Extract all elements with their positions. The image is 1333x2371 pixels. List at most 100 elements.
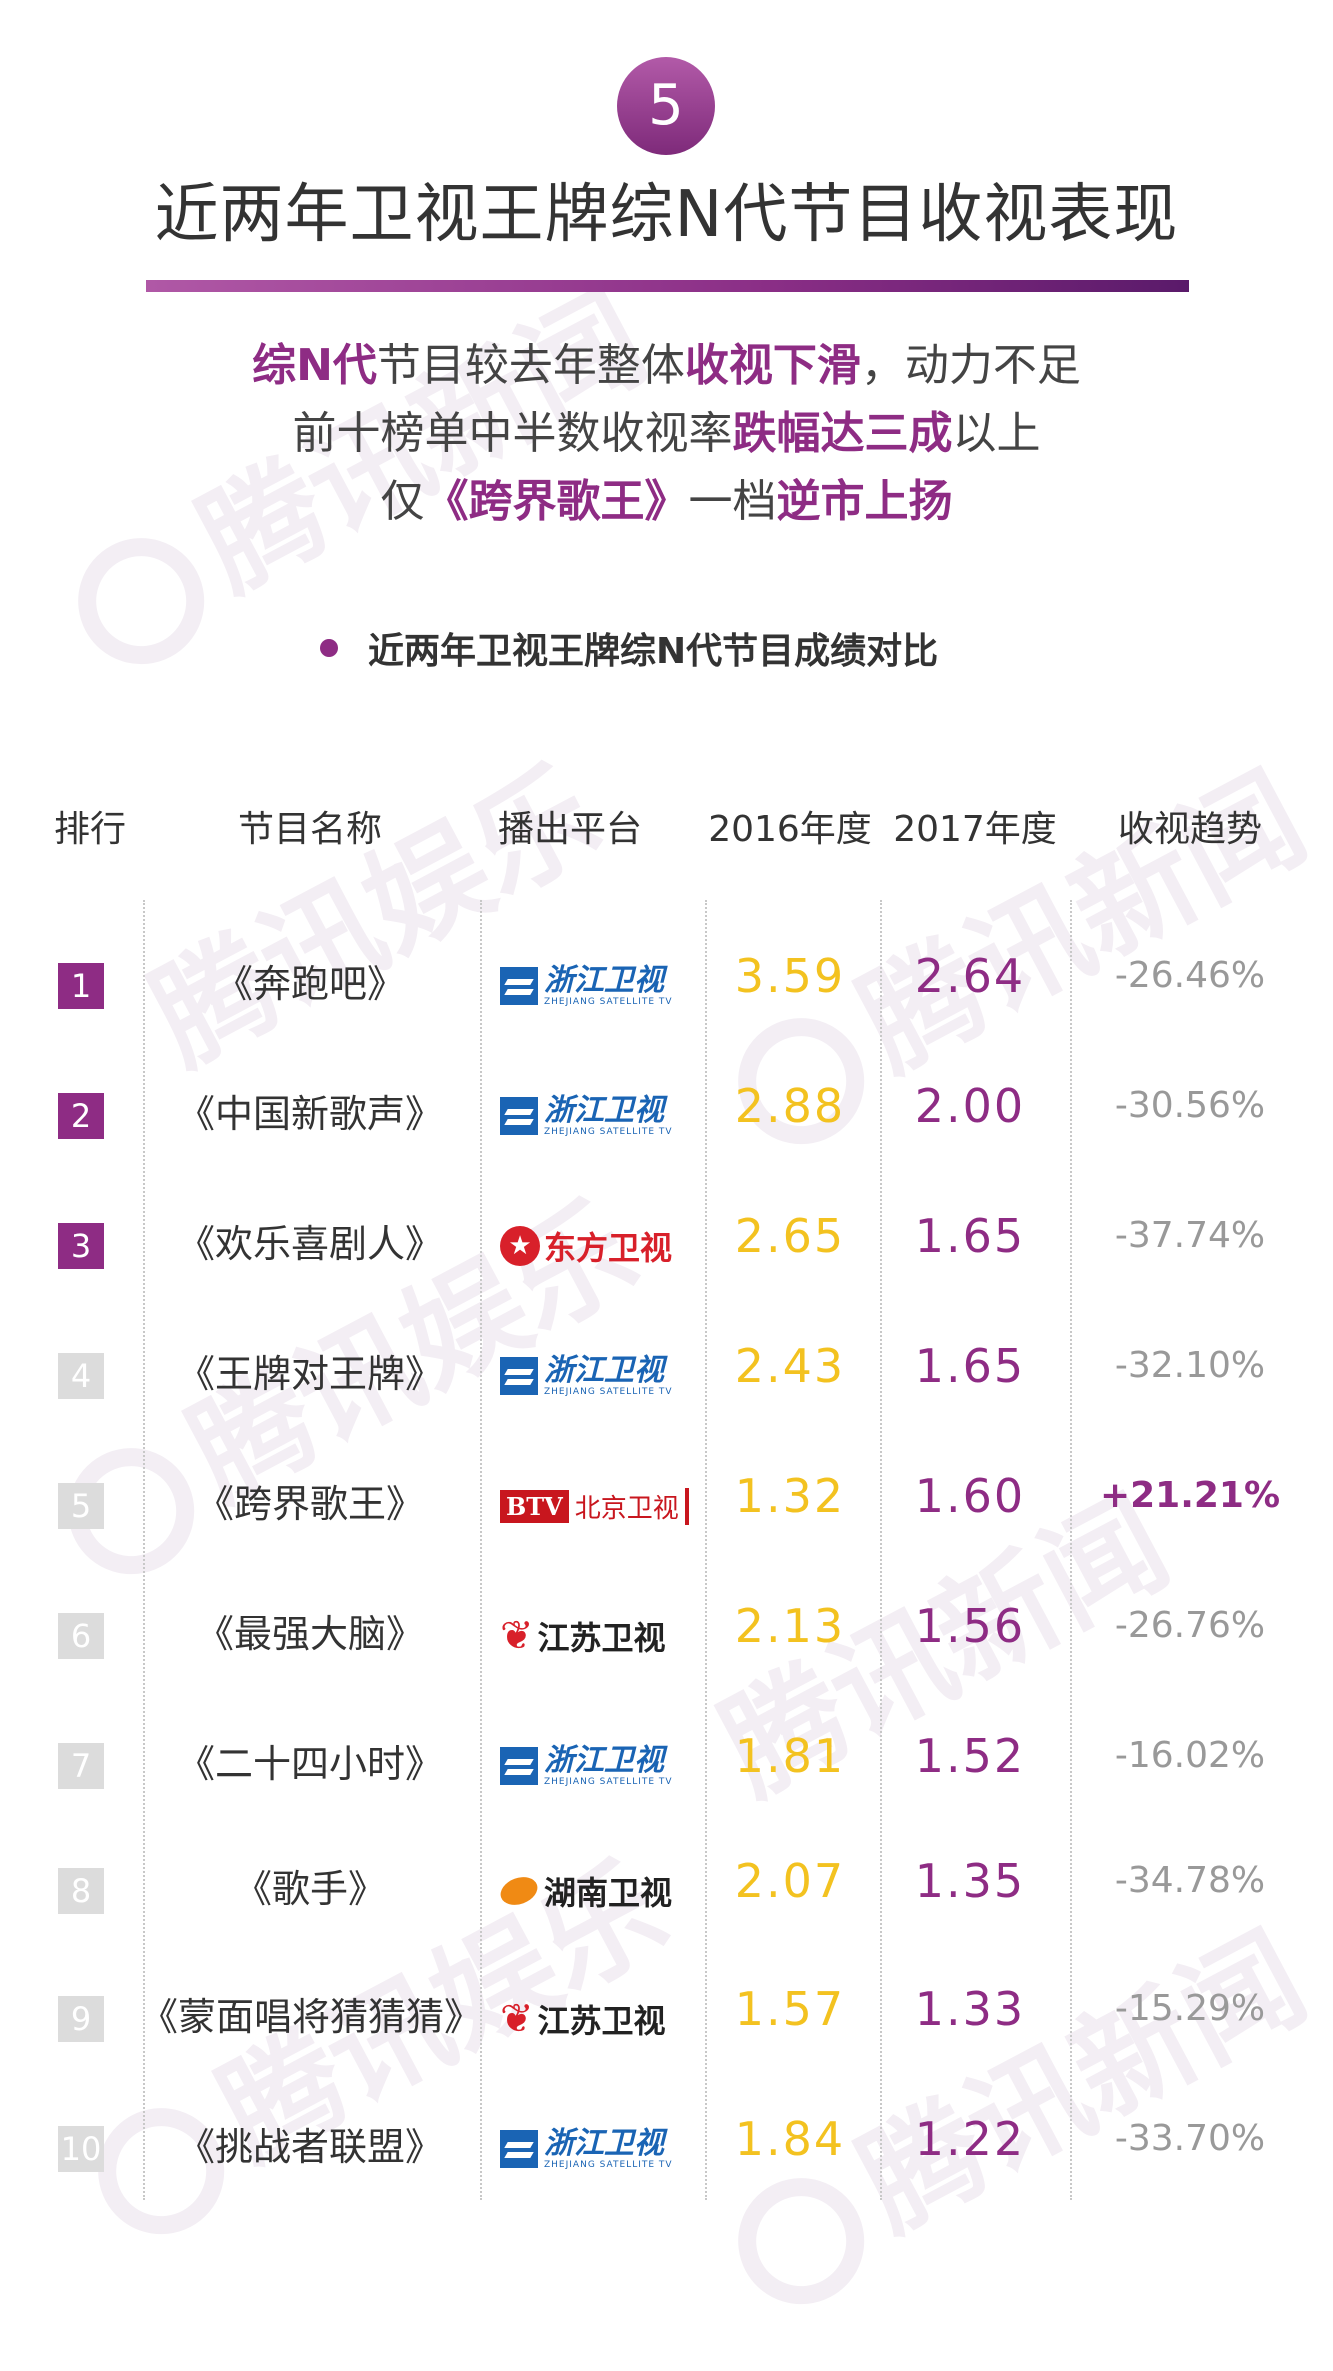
- rating-2016: 1.32: [734, 1469, 846, 1523]
- rating-trend: -16.02%: [1114, 1735, 1266, 1776]
- dragon-tv-logo-icon: ★: [500, 1226, 540, 1266]
- zhejiang-tv-logo-icon: [500, 1097, 538, 1135]
- platform-logo-text: 浙江卫视 ZHEJIANG SATELLITE TV: [544, 2128, 673, 2171]
- table-row: 6 《最强大脑》 ❦ 江苏卫视 2.13 1.56 -26.76%: [0, 1585, 1333, 1685]
- table-row: 9 《蒙面唱将猜猜猜》 ❦ 江苏卫视 1.57 1.33 -15.29%: [0, 1968, 1333, 2068]
- section-heading-label: 近两年卫视王牌综N代节目成绩对比: [368, 631, 939, 672]
- summary-segment: 以上: [952, 408, 1041, 459]
- rating-2017: 1.56: [914, 1599, 1026, 1653]
- program-name: 《王牌对王牌》: [176, 1352, 443, 1396]
- platform-logo-text: 浙江卫视 ZHEJIANG SATELLITE TV: [544, 1743, 673, 1788]
- platform-name: 浙江卫视: [544, 1743, 664, 1778]
- rating-2016: 2.07: [734, 1854, 846, 1908]
- platform-logo: 浙江卫视 ZHEJIANG SATELLITE TV: [500, 2126, 673, 2172]
- rating-2017: 2.00: [914, 1079, 1026, 1133]
- table-row: 5 《跨界歌王》 BTV 北京卫视 1.32 1.60 +21.21%: [0, 1455, 1333, 1555]
- platform-name-en: ZHEJIANG SATELLITE TV: [544, 2160, 673, 2170]
- jiangsu-tv-logo-icon: ❦: [500, 1996, 534, 2042]
- summary-highlight: 逆市上扬: [776, 476, 953, 527]
- program-name: 《奔跑吧》: [214, 962, 405, 1006]
- rank-badge: 4: [58, 1353, 104, 1399]
- zhejiang-tv-logo-icon: [500, 1357, 538, 1395]
- rating-2016: 1.84: [734, 2112, 846, 2166]
- platform-name-en: ZHEJIANG SATELLITE TV: [544, 1127, 673, 1137]
- summary-highlight: 《跨界歌王》: [424, 476, 689, 527]
- column-divider: [143, 900, 145, 2200]
- column-header-2017: 2017年度: [893, 809, 1057, 850]
- section-number-badge: 5: [617, 57, 715, 155]
- rating-2016: 2.88: [734, 1079, 846, 1133]
- program-name: 《挑战者联盟》: [176, 2125, 443, 2169]
- summary-segment: 前十榜单中半数收视率: [292, 408, 733, 459]
- table-row: 3 《欢乐喜剧人》 ★ 东方卫视 2.65 1.65 -37.74%: [0, 1195, 1333, 1295]
- column-header-2016: 2016年度: [708, 809, 872, 850]
- platform-logo: 浙江卫视 ZHEJIANG SATELLITE TV: [500, 1743, 673, 1789]
- page-title: 近两年卫视王牌综N代节目收视表现: [154, 178, 1179, 252]
- column-header-platform: 播出平台: [497, 809, 642, 850]
- platform-name: 浙江卫视: [544, 963, 664, 998]
- rating-trend: -34.78%: [1114, 1860, 1266, 1901]
- rank-badge: 2: [58, 1093, 104, 1139]
- table-row: 8 《歌手》 湖南卫视 2.07 1.35 -34.78%: [0, 1840, 1333, 1940]
- table-row: 1 《奔跑吧》 浙江卫视 ZHEJIANG SATELLITE TV 3.59 2.64 -…: [0, 935, 1333, 1035]
- platform-logo-text: 浙江卫视 ZHEJIANG SATELLITE TV: [544, 1355, 673, 1398]
- title-divider: [146, 280, 1189, 292]
- rating-trend: +21.21%: [1099, 1475, 1281, 1516]
- platform-logo-text: 浙江卫视 ZHEJIANG SATELLITE TV: [544, 963, 673, 1008]
- platform-name-en: ZHEJIANG SATELLITE TV: [544, 997, 673, 1007]
- program-name: 《蒙面唱将猜猜猜》: [140, 1995, 483, 2039]
- section-heading: 近两年卫视王牌综N代节目成绩对比: [320, 622, 938, 674]
- summary-segment: 仅: [380, 476, 425, 527]
- rating-2017: 1.22: [914, 2112, 1026, 2166]
- summary-segment: ，动力不足: [860, 340, 1081, 391]
- summary-highlight: 收视下滑: [684, 340, 861, 391]
- rating-2016: 2.13: [734, 1599, 846, 1653]
- table-row: 2 《中国新歌声》 浙江卫视 ZHEJIANG SATELLITE TV 2.88 2.0…: [0, 1065, 1333, 1165]
- rating-2016: 2.65: [734, 1209, 846, 1263]
- rating-2016: 1.81: [734, 1729, 846, 1783]
- rank-badge: 3: [58, 1223, 104, 1269]
- platform-logo: BTV 北京卫视: [500, 1483, 689, 1529]
- platform-name: 江苏卫视: [537, 1619, 666, 1657]
- table-row: 4 《王牌对王牌》 浙江卫视 ZHEJIANG SATELLITE TV 2.43 1.6…: [0, 1325, 1333, 1425]
- platform-name-en: ZHEJIANG SATELLITE TV: [544, 1777, 673, 1787]
- zhejiang-tv-logo-icon: [500, 2130, 538, 2168]
- platform-name: 北京卫视: [575, 1487, 689, 1525]
- summary-line: 仅《跨界歌王》一档逆市上扬: [0, 468, 1333, 536]
- column-divider: [705, 900, 707, 2200]
- summary-highlight: 跌幅达三成: [732, 408, 953, 459]
- summary-segment: 一档: [688, 476, 777, 527]
- rank-badge: 10: [58, 2126, 104, 2172]
- rating-2016: 1.57: [734, 1982, 846, 2036]
- program-name: 《最强大脑》: [195, 1612, 424, 1656]
- rank-badge: 6: [58, 1613, 104, 1659]
- platform-logo: ❦ 江苏卫视: [500, 1996, 666, 2042]
- btv-logo-icon: BTV: [500, 1489, 569, 1523]
- rating-2017: 2.64: [914, 949, 1026, 1003]
- rating-2017: 1.33: [914, 1982, 1026, 2036]
- platform-name: 浙江卫视: [544, 1093, 664, 1128]
- rating-2016: 2.43: [734, 1339, 846, 1393]
- column-header-trend: 收视趋势: [1117, 809, 1262, 850]
- platform-name: 江苏卫视: [537, 2002, 666, 2040]
- rank-badge: 7: [58, 1743, 104, 1789]
- platform-name: 东方卫视: [544, 1229, 673, 1267]
- summary-text: 综N代节目较去年整体收视下滑，动力不足 前十榜单中半数收视率跌幅达三成以上 仅《跨界…: [0, 332, 1333, 536]
- program-name: 《歌手》: [233, 1867, 386, 1911]
- rating-trend: -33.70%: [1114, 2118, 1266, 2159]
- program-name: 《欢乐喜剧人》: [176, 1222, 443, 1266]
- platform-logo-text: 浙江卫视 ZHEJIANG SATELLITE TV: [544, 1093, 673, 1138]
- rating-trend: -32.10%: [1114, 1345, 1266, 1386]
- rating-trend: -37.74%: [1114, 1215, 1266, 1256]
- rating-trend: -30.56%: [1114, 1085, 1266, 1126]
- summary-line: 前十榜单中半数收视率跌幅达三成以上: [0, 400, 1333, 468]
- rating-trend: -15.29%: [1114, 1988, 1266, 2029]
- platform-name: 湖南卫视: [544, 1874, 673, 1912]
- summary-highlight: 综N代: [252, 340, 377, 391]
- program-name: 《中国新歌声》: [176, 1092, 443, 1136]
- rating-2017: 1.35: [914, 1854, 1026, 1908]
- watermark: 腾讯娱乐: [130, 743, 620, 1092]
- bullet-dot-icon: [320, 639, 338, 657]
- rating-2017: 1.65: [914, 1339, 1026, 1393]
- rating-2017: 1.60: [914, 1469, 1026, 1523]
